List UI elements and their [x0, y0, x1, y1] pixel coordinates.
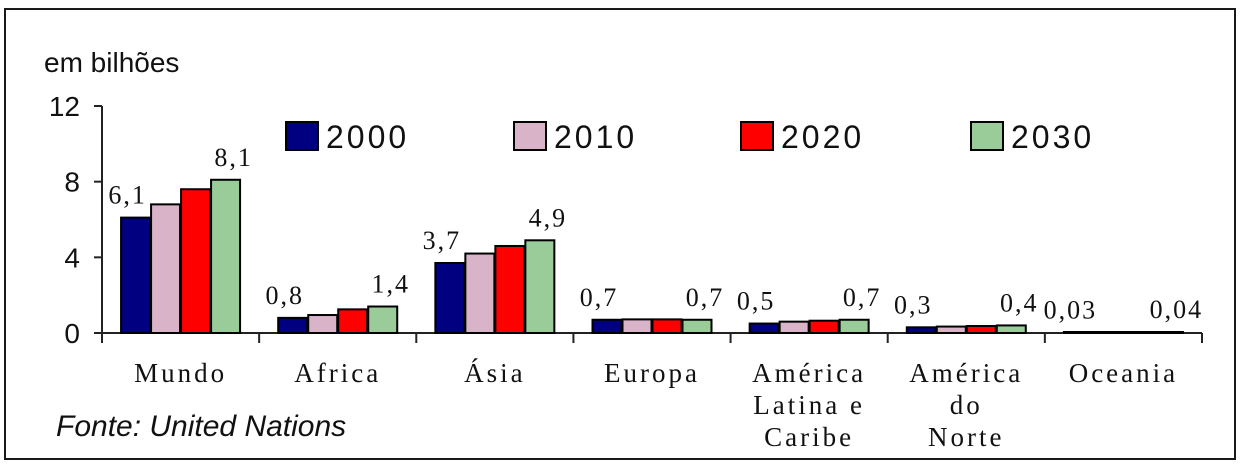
bar — [1152, 331, 1184, 334]
bar — [778, 320, 810, 334]
data-label: 3,7 — [423, 226, 462, 255]
x-tick-label: do — [950, 390, 983, 420]
x-tick-label: América — [909, 358, 1023, 388]
bar — [434, 262, 466, 334]
bar — [150, 203, 182, 334]
bar — [995, 324, 1027, 334]
bar — [838, 318, 870, 334]
x-tick-label: Ásia — [464, 358, 526, 388]
bar — [651, 318, 683, 335]
legend-label: 2030 — [1011, 119, 1094, 155]
y-tick-label: 4 — [64, 242, 80, 273]
bar — [1122, 331, 1154, 334]
y-unit-label: em bilhões — [44, 47, 179, 78]
legend-swatch — [740, 121, 774, 151]
legend-swatch — [513, 121, 547, 151]
bar — [494, 244, 526, 335]
data-label: 0,8 — [265, 281, 304, 310]
data-label: 0,3 — [894, 290, 933, 319]
x-tick-label: Norte — [928, 422, 1004, 452]
bar — [180, 188, 212, 334]
bar — [464, 252, 496, 334]
bar — [307, 314, 339, 335]
data-label: 8,1 — [214, 143, 253, 172]
chart-frame: em bilhões 0 4 8 12 6,1 8,1 0,8 1,4 3,7 4,9 0,7 0,… — [4, 8, 1236, 460]
y-tick-label: 8 — [64, 167, 80, 198]
bar — [524, 239, 556, 334]
bar — [808, 319, 840, 334]
x-tick-label: Europa — [604, 358, 700, 388]
legend-swatch — [285, 121, 319, 151]
bar — [1062, 331, 1094, 334]
bar — [965, 325, 997, 334]
bar — [621, 318, 653, 335]
data-label: 0,7 — [843, 283, 882, 312]
bar — [935, 325, 967, 334]
bar — [1092, 331, 1124, 334]
y-tick-label: 0 — [64, 318, 80, 349]
data-labels: 6,1 8,1 0,8 1,4 3,7 4,9 0,7 0,7 0,5 0,7 0,3 0,4 0,03… — [108, 143, 1204, 325]
x-tick-label: América — [752, 358, 866, 388]
bar — [748, 322, 780, 334]
x-tick-label: Latina e — [753, 390, 865, 420]
bar — [277, 316, 309, 335]
data-label: 0,5 — [737, 287, 776, 316]
data-label: 0,7 — [686, 283, 725, 312]
data-label: 4,9 — [529, 203, 568, 232]
bar — [120, 216, 152, 335]
legend-label: 2000 — [326, 119, 409, 155]
bar — [591, 318, 623, 334]
data-label: 0,03 — [1044, 295, 1098, 324]
legend: 2000 2010 2020 2030 — [285, 119, 1094, 155]
data-label: 0,04 — [1150, 295, 1204, 324]
bar — [681, 318, 713, 334]
legend-label: 2010 — [554, 119, 637, 155]
bar — [337, 308, 369, 334]
bar — [367, 305, 399, 334]
bar — [210, 178, 242, 334]
data-label: 0,4 — [1000, 288, 1039, 317]
y-tick-label: 12 — [49, 91, 80, 122]
legend-swatch — [970, 121, 1004, 151]
data-label: 6,1 — [108, 181, 147, 210]
source-note: Fonte: United Nations — [56, 410, 346, 443]
bars — [120, 178, 1184, 335]
bar-chart: em bilhões 0 4 8 12 6,1 8,1 0,8 1,4 3,7 4,9 0,7 0,… — [44, 47, 1204, 452]
data-label: 0,7 — [580, 283, 619, 312]
x-tick-label: Mundo — [134, 358, 227, 388]
data-label: 1,4 — [371, 270, 410, 299]
bar — [905, 326, 937, 335]
x-tick-label: Africa — [294, 358, 381, 388]
x-tick-label: Caribe — [764, 422, 854, 452]
legend-label: 2020 — [781, 119, 864, 155]
x-tick-label: Oceania — [1069, 358, 1178, 388]
